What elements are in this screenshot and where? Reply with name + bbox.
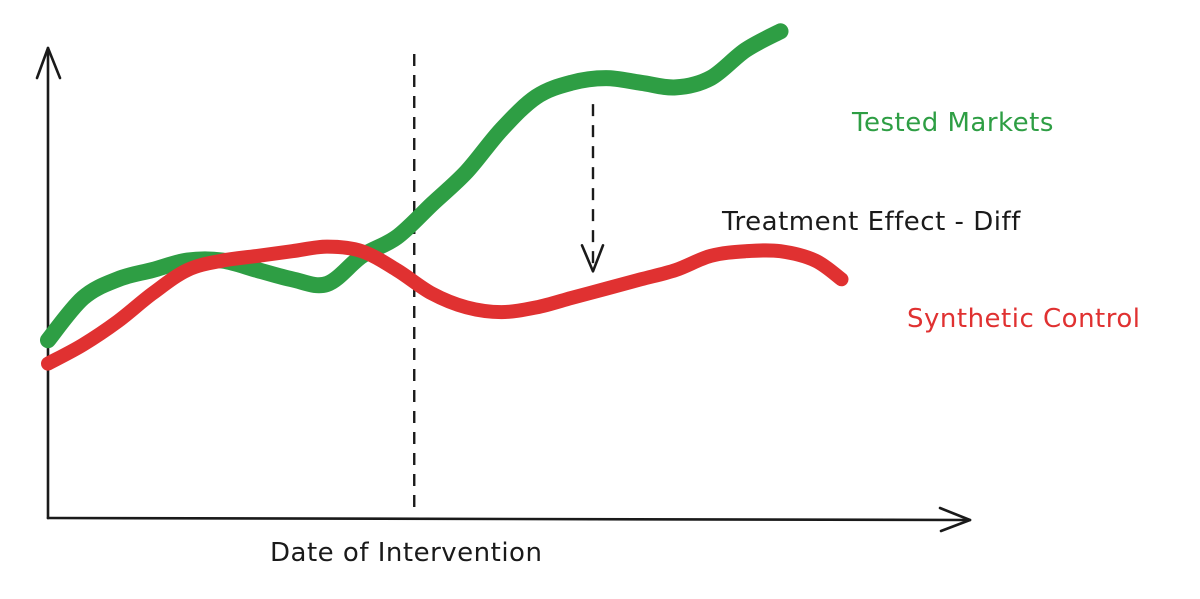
y-axis-arrowhead xyxy=(35,46,62,80)
series-line-tested-markets xyxy=(40,23,789,349)
series-label-synthetic-control: Synthetic Control xyxy=(907,304,1141,334)
treatment-effect-arrowhead xyxy=(580,244,605,273)
series-line-synthetic-control xyxy=(41,239,849,371)
x-axis xyxy=(46,516,972,522)
series-label-tested-markets: Tested Markets xyxy=(851,108,1054,138)
x-axis-arrowhead xyxy=(938,506,972,533)
treatment-effect-label: Treatment Effect - Diff xyxy=(721,207,1021,237)
x-axis-label: Date of Intervention xyxy=(270,538,542,568)
